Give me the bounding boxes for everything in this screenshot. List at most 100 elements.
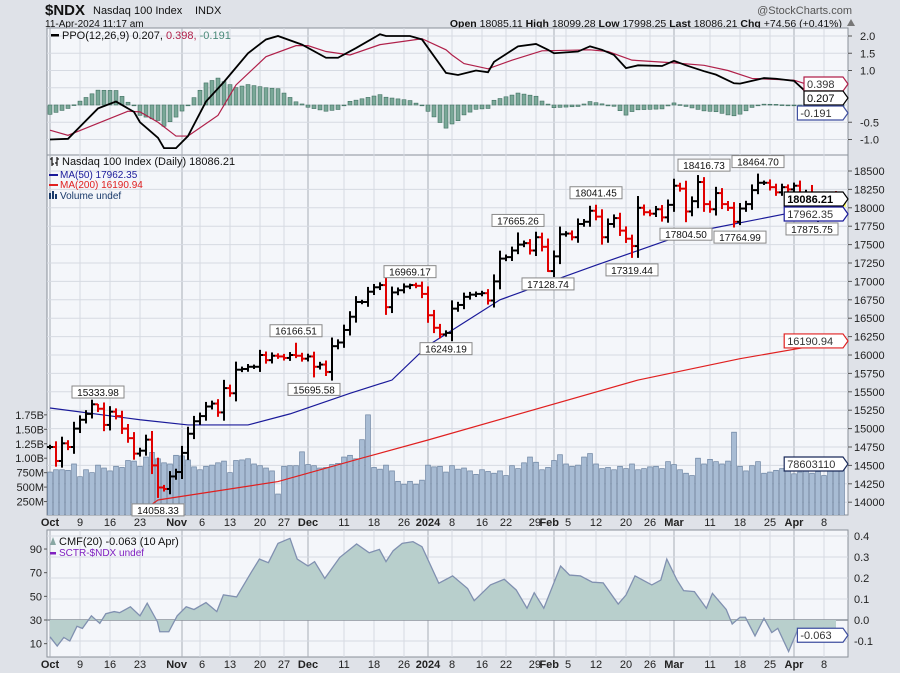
- annotation-label: 16969.17: [389, 268, 431, 279]
- volume-bar: [137, 465, 143, 515]
- volume-bar: [515, 468, 521, 515]
- date-tick-label: 20: [620, 517, 632, 529]
- ohlc-bar: [317, 361, 323, 370]
- annotation-label: 17804.50: [665, 230, 707, 241]
- ppo-histogram-bar: [533, 95, 539, 106]
- ohlc-bar: [245, 364, 251, 372]
- ppo-histogram-bar: [65, 104, 71, 109]
- ma50-value-label: 17962.35: [783, 206, 849, 222]
- ohlc-bar: [227, 384, 233, 397]
- price-axis-label: 16000: [854, 350, 885, 362]
- ohlc-bar: [473, 291, 479, 298]
- ma50-value-label-box: [783, 206, 849, 222]
- ohlc-bar: [233, 361, 239, 402]
- ppo-histogram-bar: [749, 104, 755, 108]
- volume-bar: [329, 464, 335, 515]
- ppo-histogram-bar: [689, 104, 695, 109]
- volume-bar: [485, 471, 491, 515]
- date-tick-label: Mar: [664, 517, 684, 529]
- ohlc-bar: [665, 199, 671, 223]
- volume-bar: [575, 464, 581, 515]
- ppo-plot: [47, 33, 845, 150]
- date-tick-label: 22: [500, 659, 512, 671]
- price-annotation: 17319.44: [605, 263, 659, 277]
- ppo-histogram-bar: [425, 104, 431, 112]
- date-tick-label: Nov: [166, 659, 188, 671]
- ppo-histogram-bar: [677, 104, 683, 106]
- volume-bar: [281, 465, 287, 515]
- annotation-label: 17875.75: [791, 225, 833, 236]
- ppo-histogram-bar: [743, 104, 749, 112]
- ohlc-bar: [113, 408, 119, 420]
- ppo-histogram-bar: [791, 104, 797, 107]
- ohlc-bar: [521, 240, 527, 248]
- ppo-histogram-bar: [785, 104, 791, 107]
- price-axis-label: 14250: [854, 479, 885, 491]
- price-axis-label: 18500: [854, 166, 885, 178]
- volume-bar: [293, 465, 299, 515]
- sctr-axis-label: 10: [30, 639, 42, 651]
- ohlc-bar: [761, 180, 767, 185]
- volume-bar: [707, 459, 713, 515]
- volume-bar: [737, 465, 743, 515]
- ppo-histogram-bar: [377, 94, 383, 106]
- cmf-legend: CMF(20) -0.063 (10 Apr) SCTR-$NDX undef: [50, 536, 179, 559]
- ohlc-bar: [269, 352, 275, 364]
- volume-bar: [95, 464, 101, 515]
- ppo-histogram-bar: [695, 104, 701, 110]
- volume-bar: [749, 465, 755, 515]
- volume-icon: [49, 191, 57, 199]
- ohlc-bar: [173, 468, 179, 480]
- ppo-histogram-bar: [401, 99, 407, 106]
- volume-bar: [173, 454, 179, 515]
- price-axis-label: 17750: [854, 221, 885, 233]
- ohlc-bar: [263, 351, 269, 364]
- ohlc-bar: [299, 352, 305, 362]
- annotation-label: 15695.58: [293, 385, 335, 396]
- sctr-axis-label: 70: [30, 568, 42, 580]
- price-axis-label: 17500: [854, 240, 885, 252]
- ppo-histogram-bar: [473, 104, 479, 110]
- volume-bar: [65, 469, 71, 515]
- cmf-area: [50, 538, 836, 652]
- volume-bar: [227, 472, 233, 515]
- ppo-histogram-bar: [635, 104, 641, 111]
- ohlc-bar: [293, 342, 299, 359]
- ohlc-bar: [593, 204, 599, 221]
- ppo-signal-value-label-text: 0.398: [807, 79, 835, 91]
- volume-bar: [623, 468, 629, 515]
- ppo-histogram-bar: [239, 85, 245, 106]
- ppo-histogram-bar: [701, 104, 707, 112]
- ppo-histogram-bar: [311, 104, 317, 109]
- volume-bar: [341, 456, 347, 515]
- ppo-histogram-bar: [371, 95, 377, 106]
- ppo-histogram-bar: [737, 104, 743, 115]
- ppo-signal-value-label: 0.398: [803, 76, 849, 92]
- price-bars: [47, 173, 846, 498]
- volume-value-label: 78603110: [783, 456, 849, 472]
- ppo-histogram-bar: [305, 104, 311, 108]
- volume-bar: [833, 469, 839, 515]
- volume-bar: [731, 431, 737, 515]
- ohlc-bar: [281, 353, 287, 361]
- ppo-histogram-bar: [509, 94, 515, 106]
- volume-axis-label: 500M: [16, 482, 44, 494]
- volume-bar: [491, 472, 497, 515]
- cmf-line: [49, 537, 837, 654]
- cmf-value-label-box: [796, 627, 849, 643]
- date-tick-label: 8: [449, 517, 455, 529]
- last-price-label: 18086.21: [783, 191, 849, 207]
- ppo-hist-value-label-box: [796, 105, 849, 121]
- annotation-label: 17128.74: [527, 280, 569, 291]
- ohlc-bar: [179, 445, 185, 480]
- volume-bar: [797, 471, 803, 515]
- ohlc-bar: [101, 402, 107, 432]
- volume-legend: Volume undef: [60, 191, 121, 202]
- volume-bar: [809, 472, 815, 515]
- ppo-histogram-bar: [143, 104, 149, 118]
- ohlc-bar: [467, 291, 473, 300]
- ppo-panel: [46, 27, 849, 156]
- ppo-histogram-bar: [563, 104, 569, 108]
- price-annotation: 17128.74: [521, 277, 575, 291]
- open-value: 18085.11: [480, 18, 523, 30]
